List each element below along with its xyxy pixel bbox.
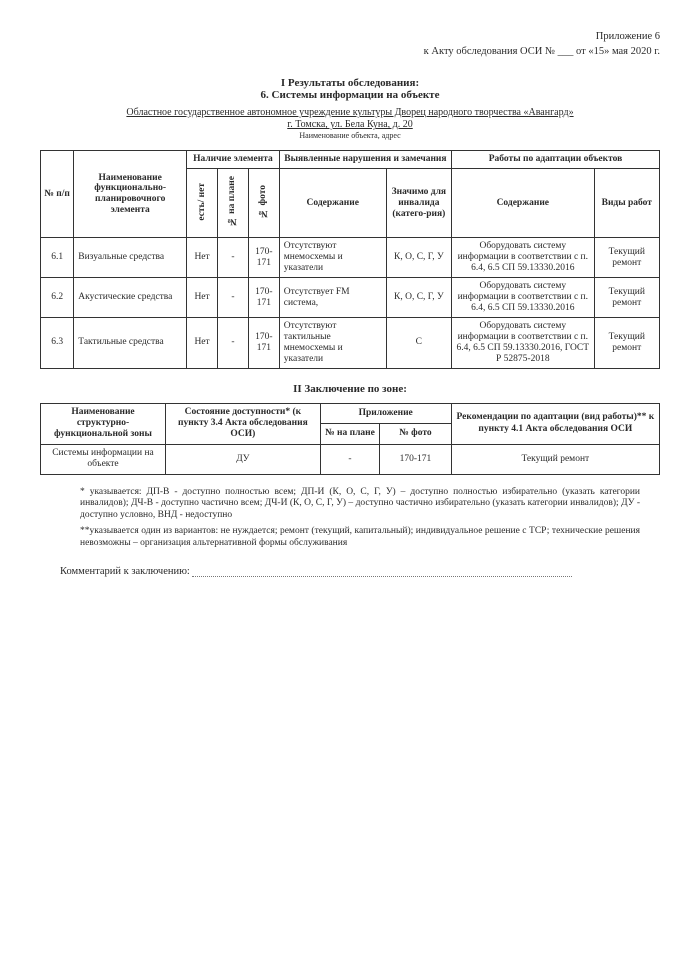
- cell-work: Оборудовать систему информации в соответ…: [452, 238, 595, 278]
- cell-plan: -: [218, 317, 249, 368]
- col-photo: № фото: [248, 169, 279, 238]
- comment-label: Комментарий к заключению:: [60, 566, 190, 577]
- col-works: Работы по адаптации объектов: [452, 151, 660, 169]
- col-violations: Выявленные нарушения и замечания: [279, 151, 451, 169]
- cell-name: Акустические средства: [74, 278, 187, 318]
- cell-plan: -: [218, 278, 249, 318]
- cell-cat: С: [386, 317, 451, 368]
- col-has: есть/ нет: [187, 169, 218, 238]
- comment-underline: [192, 576, 572, 577]
- cell-plan: -: [218, 238, 249, 278]
- cell-photo: 170-171: [248, 278, 279, 318]
- col-name: Наименование функционально-планировочног…: [74, 151, 187, 238]
- appendix-line1: Приложение 6: [40, 30, 660, 45]
- footnote-2: **указывается один из вариантов: не нужд…: [80, 526, 640, 550]
- col2-zone: Наименование структурно-функциональной з…: [41, 403, 166, 444]
- cell-type: Текущий ремонт: [594, 317, 659, 368]
- col2-plan: № на плане: [320, 424, 380, 445]
- comment-line: Комментарий к заключению:: [60, 566, 660, 577]
- table-row: 6.3Тактильные средстваНет-170-171Отсутст…: [41, 317, 660, 368]
- cell-state: ДУ: [165, 444, 320, 474]
- cell-name: Визуальные средства: [74, 238, 187, 278]
- cell-has: Нет: [187, 278, 218, 318]
- conclusion-table: Наименование структурно-функциональной з…: [40, 403, 660, 475]
- cell-num: 6.1: [41, 238, 74, 278]
- cell-rec: Текущий ремонт: [451, 444, 659, 474]
- col-work-content: Содержание: [452, 169, 595, 238]
- title-block: I Результаты обследования: 6. Системы ин…: [40, 77, 660, 101]
- appendix-line2: к Акту обследования ОСИ № ___ от «15» ма…: [40, 45, 660, 60]
- cell-work: Оборудовать систему информации в соответ…: [452, 317, 595, 368]
- cell-num: 6.2: [41, 278, 74, 318]
- title-line2: 6. Системы информации на объекте: [40, 89, 660, 101]
- col2-photo: № фото: [380, 424, 451, 445]
- cell-zone: Системы информации на объекте: [41, 444, 166, 474]
- col-plan: № на плане: [218, 169, 249, 238]
- cell-has: Нет: [187, 238, 218, 278]
- col2-rec: Рекомендации по адаптации (вид работы)**…: [451, 403, 659, 444]
- header-appendix: Приложение 6 к Акту обследования ОСИ № _…: [40, 30, 660, 59]
- cell-plan: -: [320, 444, 380, 474]
- table-row: Системы информации на объекте ДУ - 170-1…: [41, 444, 660, 474]
- cell-num: 6.3: [41, 317, 74, 368]
- cell-viol: Отсутствует FM система,: [279, 278, 386, 318]
- footnote-1: * указывается: ДП-В - доступно полностью…: [80, 487, 640, 523]
- footnotes: * указывается: ДП-В - доступно полностью…: [80, 487, 640, 550]
- section2-title: II Заключение по зоне:: [40, 383, 660, 395]
- cell-cat: К, О, С, Г, У: [386, 238, 451, 278]
- table-row: 6.1Визуальные средстваНет-170-171Отсутст…: [41, 238, 660, 278]
- col2-state: Состояние доступности* (к пункту 3.4 Акт…: [165, 403, 320, 444]
- cell-cat: К, О, С, Г, У: [386, 278, 451, 318]
- col-work-type: Виды работ: [594, 169, 659, 238]
- table-row: 6.2Акустические средстваНет-170-171Отсут…: [41, 278, 660, 318]
- cell-viol: Отсутствуют тактильные мнемосхемы и указ…: [279, 317, 386, 368]
- cell-photo: 170-171: [248, 238, 279, 278]
- col2-app: Приложение: [320, 403, 451, 424]
- org-address: г. Томска, ул. Бела Куна, д. 20: [40, 119, 660, 130]
- cell-work: Оборудовать систему информации в соответ…: [452, 278, 595, 318]
- title-line1: I Результаты обследования:: [40, 77, 660, 89]
- col-num: № п/п: [41, 151, 74, 238]
- col-viol-cat: Значимо для инвалида (катего-рия): [386, 169, 451, 238]
- cell-photo: 170-171: [380, 444, 451, 474]
- cell-name: Тактильные средства: [74, 317, 187, 368]
- cell-viol: Отсутствуют мнемосхемы и указатели: [279, 238, 386, 278]
- cell-photo: 170-171: [248, 317, 279, 368]
- org-name: Областное государственное автономное учр…: [40, 107, 660, 118]
- cell-type: Текущий ремонт: [594, 238, 659, 278]
- results-table: № п/п Наименование функционально-планиро…: [40, 150, 660, 368]
- cell-type: Текущий ремонт: [594, 278, 659, 318]
- col-presence: Наличие элемента: [187, 151, 280, 169]
- col-viol-content: Содержание: [279, 169, 386, 238]
- cell-has: Нет: [187, 317, 218, 368]
- address-caption: Наименование объекта, адрес: [40, 131, 660, 140]
